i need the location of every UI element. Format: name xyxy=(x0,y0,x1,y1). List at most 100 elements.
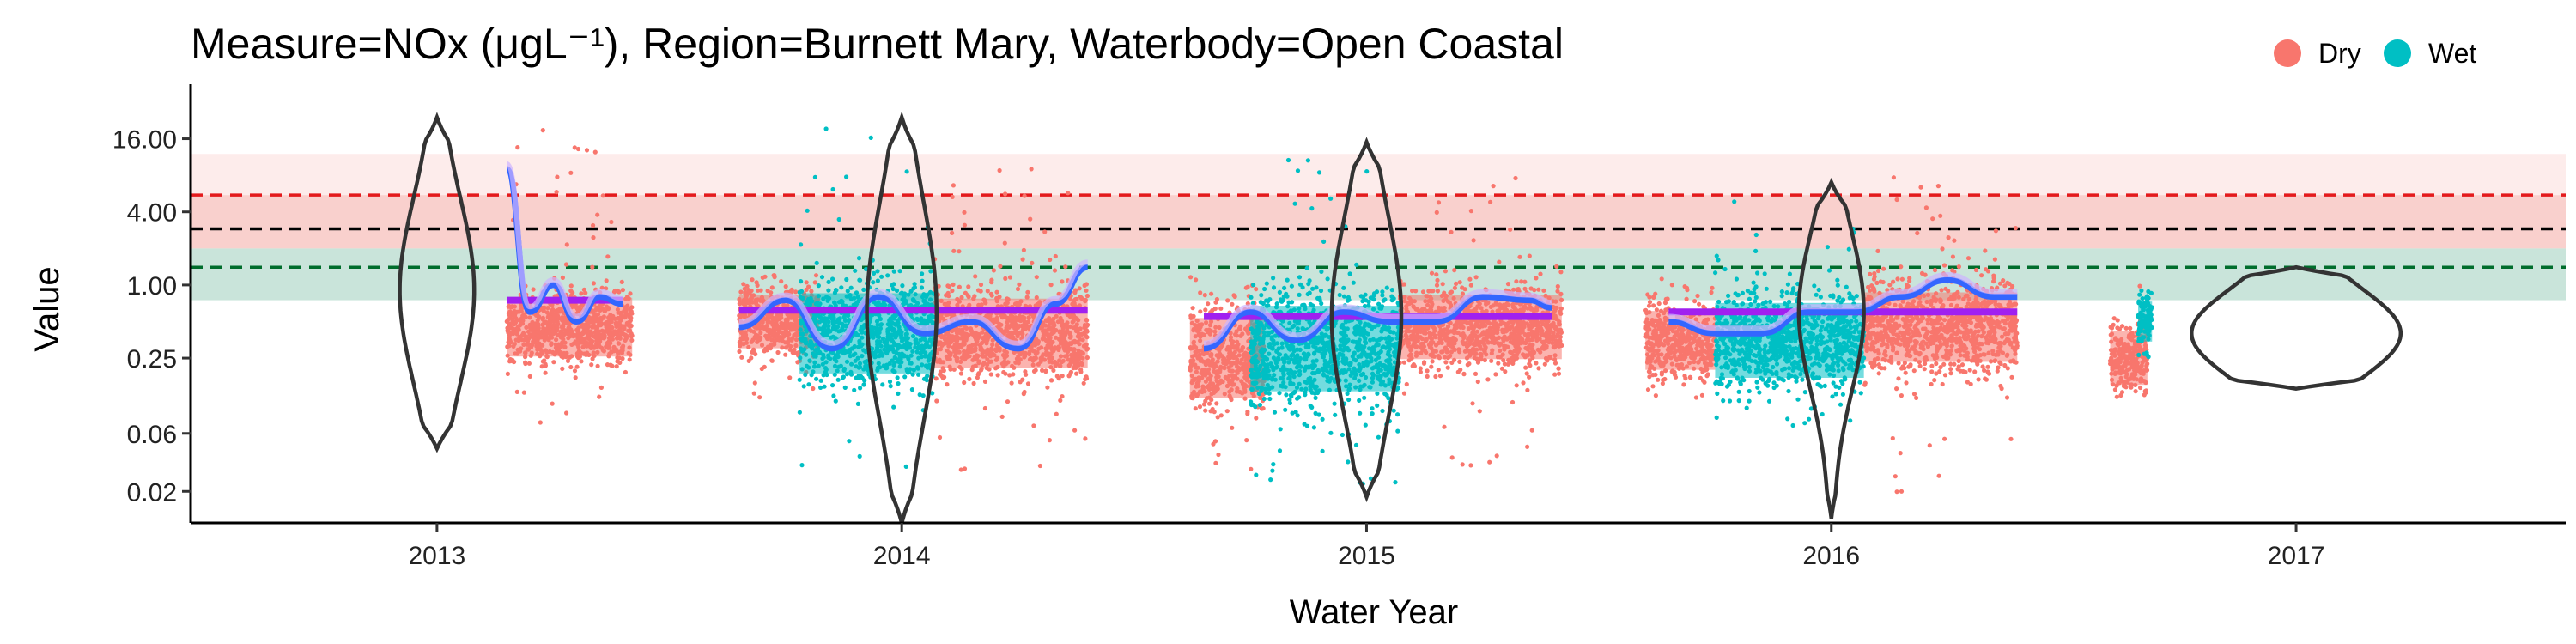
data-point xyxy=(1066,191,1071,196)
data-point xyxy=(1662,301,1668,306)
data-point xyxy=(540,128,545,133)
data-point xyxy=(959,295,964,300)
data-point xyxy=(1514,279,1519,284)
data-point xyxy=(592,149,598,155)
data-point xyxy=(945,382,950,387)
data-point xyxy=(1470,401,1475,406)
data-point xyxy=(1254,416,1259,421)
data-point xyxy=(765,289,770,294)
data-point xyxy=(1555,289,1560,294)
data-point xyxy=(1003,276,1008,281)
data-point xyxy=(982,405,987,411)
data-point xyxy=(1467,276,1473,282)
data-point xyxy=(1081,380,1086,386)
data-point xyxy=(1647,300,1653,305)
data-point xyxy=(793,289,799,295)
data-point xyxy=(945,290,951,295)
data-point xyxy=(1060,394,1065,399)
data-point xyxy=(563,262,569,267)
data-point xyxy=(600,193,605,198)
data-point xyxy=(769,285,775,290)
data-point xyxy=(1431,289,1436,294)
data-point xyxy=(1434,210,1439,215)
data-point xyxy=(1413,289,1419,294)
data-point xyxy=(1646,303,1652,308)
data-point xyxy=(531,287,536,292)
data-point xyxy=(978,289,983,294)
data-point xyxy=(1018,380,1023,385)
data-point xyxy=(1554,264,1559,269)
data-point xyxy=(619,279,624,284)
data-point xyxy=(1874,280,1880,285)
data-point xyxy=(1422,360,1427,365)
data-point xyxy=(1245,284,1250,289)
data-point xyxy=(946,283,951,289)
data-point xyxy=(597,394,602,399)
data-point xyxy=(1650,384,1656,389)
data-point xyxy=(1534,361,1539,366)
data-point xyxy=(1645,292,1650,297)
data-point xyxy=(1555,283,1560,289)
data-point xyxy=(1468,283,1473,288)
data-point xyxy=(1249,466,1254,471)
data-point xyxy=(795,360,800,365)
data-point xyxy=(1214,296,1219,302)
data-point xyxy=(1203,307,1208,313)
data-point xyxy=(989,280,994,285)
data-point xyxy=(1215,415,1220,420)
data-point xyxy=(1922,367,1927,372)
data-point xyxy=(966,295,971,300)
data-point xyxy=(738,289,744,295)
data-point xyxy=(1475,379,1480,385)
data-point xyxy=(568,283,574,289)
data-point xyxy=(973,274,978,279)
data-point xyxy=(1552,361,1558,366)
data-point xyxy=(1647,369,1652,374)
data-point xyxy=(1935,184,1941,189)
data-point xyxy=(1502,361,1507,367)
data-point xyxy=(1084,376,1090,381)
data-point xyxy=(985,289,990,294)
data-point xyxy=(1084,288,1089,293)
data-point xyxy=(1485,377,1491,382)
data-point xyxy=(760,275,765,280)
data-point xyxy=(1045,385,1050,390)
data-point xyxy=(1003,371,1008,376)
data-point xyxy=(1692,299,1698,304)
data-point xyxy=(1433,374,1438,380)
data-point xyxy=(769,358,775,363)
data-point xyxy=(1532,288,1537,293)
data-point xyxy=(1429,270,1435,276)
data-point xyxy=(1669,283,1674,288)
data-point xyxy=(958,371,963,376)
data-point xyxy=(574,364,580,369)
data-point xyxy=(1063,264,1068,270)
data-point xyxy=(1213,460,1218,466)
data-point xyxy=(1489,358,1494,363)
data-point xyxy=(934,398,939,404)
data-point xyxy=(1051,368,1056,373)
data-point xyxy=(1890,435,1895,441)
data-point xyxy=(1922,361,1927,366)
data-point xyxy=(1513,175,1518,181)
data-point xyxy=(505,371,511,376)
data-point xyxy=(1212,410,1217,415)
data-point xyxy=(1656,377,1661,382)
data-point xyxy=(1522,286,1528,291)
data-point xyxy=(1894,197,1899,203)
data-point xyxy=(1528,363,1533,368)
data-point xyxy=(591,281,597,286)
data-point xyxy=(1191,313,1196,319)
data-point xyxy=(1037,463,1042,469)
data-point xyxy=(751,347,756,352)
data-point xyxy=(1449,229,1454,234)
data-point xyxy=(570,290,575,295)
data-point xyxy=(1261,406,1266,411)
data-point xyxy=(951,183,956,188)
data-point xyxy=(599,285,605,290)
data-point xyxy=(1541,288,1546,293)
data-point xyxy=(1527,358,1533,363)
data-point xyxy=(550,401,555,406)
data-point xyxy=(1025,381,1031,386)
